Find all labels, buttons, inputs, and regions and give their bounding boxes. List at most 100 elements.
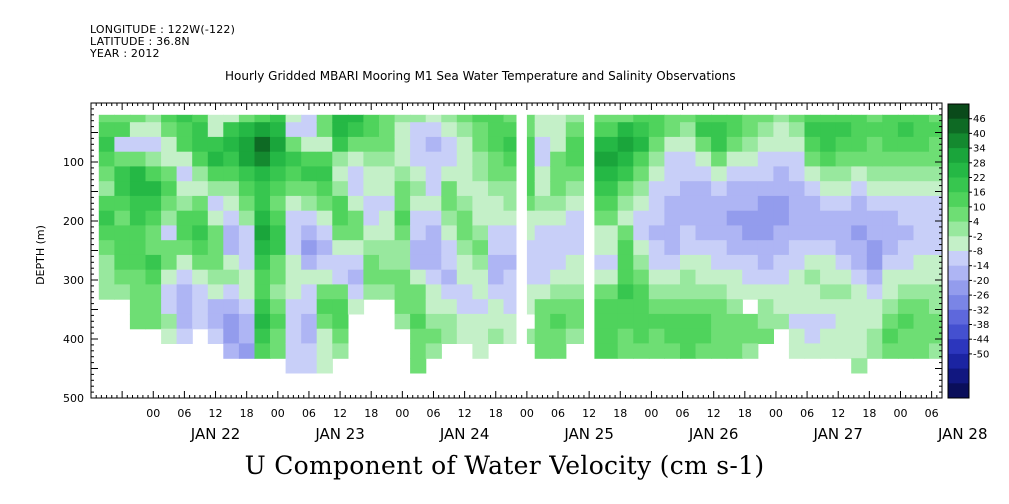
field-cell [695,225,712,241]
field-cell [301,136,318,153]
field-cell [223,299,240,315]
field-cell [897,299,915,315]
colorbar-swatch [948,251,969,267]
field-cell [726,181,743,197]
field-cell [633,136,650,153]
field-cell [929,225,942,241]
field-cell [550,225,567,241]
field-cell [773,151,790,167]
field-cell [648,225,665,241]
field-cell [742,343,759,359]
field-cell [617,313,634,330]
field-cell [648,114,665,123]
field-cell [488,225,505,241]
field-cell [192,122,209,138]
field-cell [820,269,837,286]
field-cell [726,166,743,182]
field-cell [866,181,883,197]
field-cell [223,254,240,271]
field-cell [488,240,505,256]
field-cell [363,166,380,182]
field-cell [788,166,806,182]
field-cell [129,225,147,241]
field-cell [851,269,868,286]
field-cell [617,151,634,167]
field-cell [316,328,333,344]
field-cell [820,136,837,153]
field-cell [254,269,271,286]
field-cell [223,343,240,359]
field-cell [788,114,806,123]
field-cell [503,284,520,300]
field-cell [882,313,899,330]
field-cell [394,254,411,271]
field-cell [648,166,665,182]
field-cell [488,195,505,212]
field-cell [347,299,365,315]
field-cell [913,166,930,182]
field-cell [742,284,759,300]
field-cell [897,114,915,123]
field-cell [617,114,634,123]
field-cell [617,122,634,138]
field-cell [441,181,458,197]
field-cell [591,195,619,212]
field-cell [410,299,427,315]
field-cell [254,181,271,197]
field-cell [820,210,837,226]
field-cell [757,313,774,330]
field-cell [851,284,868,300]
field-cell [410,181,427,197]
field-cell [835,195,852,212]
colorbar-swatch [948,206,969,222]
field-cell [897,136,915,153]
y-tick-label: 400 [63,333,84,346]
field-cell [363,136,380,153]
field-cell [161,210,178,226]
field-cell [617,136,634,153]
field-cell [695,240,712,256]
field-cell [425,166,442,182]
field-cell [176,114,193,123]
field-cell [316,122,333,138]
field-cell [98,225,115,241]
field-cell [254,254,271,271]
field-cell [680,225,697,241]
field-cell [363,240,380,256]
field-cell [285,254,302,271]
field-cell [425,114,442,123]
field-cell [394,136,411,153]
colorbar-swatch [948,221,969,237]
field-cell [820,328,837,344]
field-cell [695,166,712,182]
field-cell [145,136,162,153]
field-cell [456,136,473,153]
field-cell [332,210,349,226]
field-cell [866,210,883,226]
field-cell [550,343,567,359]
field-cell [897,166,915,182]
field-cell [456,181,473,197]
field-cell [820,313,837,330]
field-cell [648,299,665,315]
field-cell [363,225,380,241]
field-cell [441,299,458,315]
field-cell [695,114,712,123]
field-cell [913,254,930,271]
field-cell [664,166,681,182]
field-cell [680,166,697,182]
field-cell [161,195,178,212]
field-cell [804,254,821,271]
x-day-label: JAN 25 [563,425,614,443]
field-cell [425,269,442,286]
field-cell [98,181,115,197]
field-cell [114,151,131,167]
field-cell [617,181,634,197]
field-cell [425,254,442,271]
field-cell [534,210,551,226]
field-cell [757,114,774,123]
x-hour-tick-label: 00 [769,407,783,420]
field-cell [301,328,318,344]
field-cell [223,328,240,344]
field-cell [425,284,442,300]
